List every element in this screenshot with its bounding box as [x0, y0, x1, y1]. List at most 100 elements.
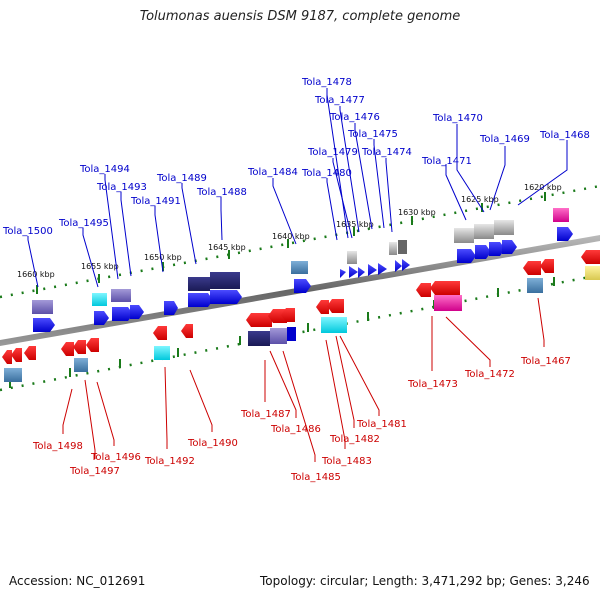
- gene-label-tola-1486: Tola_1486: [270, 424, 321, 435]
- forward-genes: [33, 227, 573, 332]
- gene-arrow: [86, 338, 99, 352]
- cog-box: [474, 224, 494, 239]
- gene-label-tola-1480: Tola_1480: [301, 168, 352, 179]
- gene-arrow: [349, 266, 358, 278]
- gene-arrow: [11, 348, 22, 362]
- gene-arrow: [164, 301, 178, 315]
- gene-arrow: [557, 227, 573, 241]
- gene-arrow: [540, 259, 554, 273]
- gene-label-tola-1467: Tola_1467: [520, 356, 571, 367]
- scale-label-1635: 1635 kbp: [336, 220, 374, 229]
- gene-arrow: [2, 350, 12, 364]
- gene-arrow: [294, 279, 311, 293]
- gene-arrow: [430, 281, 460, 295]
- gene-label-tola-1475: Tola_1475: [347, 129, 398, 140]
- gene-arrow: [130, 305, 144, 319]
- gene-label-tola-1497: Tola_1497: [69, 466, 120, 477]
- scale-label-1655: 1655 kbp: [81, 262, 119, 271]
- scale-label-1645: 1645 kbp: [208, 243, 246, 252]
- scale-label-1640: 1640 kbp: [272, 232, 310, 241]
- gene-arrow: [112, 307, 133, 321]
- reverse-gene-labels: Tola_1467 Tola_1472 Tola_1473 Tola_1481 …: [32, 356, 571, 483]
- cog-box: [454, 228, 474, 243]
- gene-arrow: [340, 269, 346, 278]
- gene-label-tola-1498: Tola_1498: [32, 441, 83, 452]
- gene-arrow: [475, 245, 491, 259]
- gene-label-tola-1469: Tola_1469: [479, 134, 530, 145]
- reverse-cog-boxes: [4, 266, 600, 382]
- gene-label-tola-1470: Tola_1470: [432, 113, 483, 124]
- gene-label-tola-1468: Tola_1468: [539, 130, 590, 141]
- gene-label-tola-1474: Tola_1474: [361, 147, 412, 158]
- gene-arrow: [210, 290, 242, 304]
- forward-leader-lines: [27, 88, 568, 288]
- gene-arrow: [581, 250, 600, 264]
- gene-arrow: [368, 264, 377, 276]
- accession-label: Accession: NC_012691: [9, 574, 146, 588]
- gene-label-tola-1471: Tola_1471: [421, 156, 472, 167]
- cog-box: [347, 251, 357, 264]
- cog-box: [32, 300, 53, 314]
- gene-arrow: [188, 293, 213, 307]
- gene-label-tola-1491: Tola_1491: [130, 196, 181, 207]
- reverse-leader-lines: [62, 297, 545, 462]
- cog-box: [92, 293, 107, 306]
- cog-box: [188, 277, 210, 291]
- forward-cog-boxes: [32, 208, 569, 314]
- cog-box: [287, 327, 296, 341]
- gene-arrow: [502, 240, 517, 254]
- cog-box: [434, 295, 462, 311]
- gene-label-tola-1489: Tola_1489: [156, 173, 207, 184]
- gene-arrow: [395, 260, 402, 272]
- gene-label-tola-1482: Tola_1482: [329, 434, 380, 445]
- cog-box: [494, 220, 514, 235]
- gene-label-tola-1479: Tola_1479: [307, 147, 358, 158]
- cog-box: [210, 272, 240, 289]
- cog-box: [270, 328, 287, 344]
- gene-label-tola-1492: Tola_1492: [144, 456, 195, 467]
- gene-arrow: [94, 311, 109, 325]
- gene-label-tola-1496: Tola_1496: [90, 452, 141, 463]
- gene-arrow: [246, 313, 272, 327]
- gene-label-tola-1472: Tola_1472: [464, 369, 515, 380]
- cog-box: [321, 317, 347, 333]
- gene-arrow: [378, 263, 387, 275]
- gene-label-tola-1481: Tola_1481: [356, 419, 407, 430]
- gene-arrow: [73, 340, 86, 354]
- gene-arrow: [489, 242, 505, 256]
- gene-label-tola-1477: Tola_1477: [314, 95, 365, 106]
- cog-box: [291, 261, 308, 274]
- map-title: Tolumonas auensis DSM 9187, complete gen…: [139, 9, 461, 24]
- gene-arrow: [268, 309, 287, 323]
- cog-box: [154, 346, 170, 360]
- forward-gene-labels: Tola_1468 Tola_1469 Tola_1470 Tola_1471 …: [2, 77, 590, 237]
- scale-label-1625: 1625 kbp: [461, 195, 499, 204]
- scale-label-1650: 1650 kbp: [144, 253, 182, 262]
- gene-label-tola-1500: Tola_1500: [2, 226, 53, 237]
- gene-arrow: [181, 324, 193, 338]
- gene-arrow: [316, 300, 329, 314]
- gene-label-tola-1495: Tola_1495: [58, 218, 109, 229]
- gene-label-tola-1484: Tola_1484: [247, 167, 298, 178]
- cog-box: [398, 240, 407, 254]
- gene-label-tola-1478: Tola_1478: [301, 77, 352, 88]
- cog-box: [4, 368, 22, 382]
- gene-label-tola-1476: Tola_1476: [329, 112, 380, 123]
- gene-label-tola-1494: Tola_1494: [79, 164, 130, 175]
- gene-arrow: [281, 308, 295, 322]
- cog-box: [553, 208, 569, 222]
- gene-label-tola-1490: Tola_1490: [187, 438, 238, 449]
- cog-box: [585, 266, 600, 280]
- gene-arrow: [523, 261, 541, 275]
- gene-arrow: [358, 267, 365, 278]
- gene-label-tola-1493: Tola_1493: [96, 182, 147, 193]
- gene-arrow: [33, 318, 55, 332]
- gene-arrow: [61, 342, 74, 356]
- cog-box: [74, 358, 88, 372]
- scale-label-1630: 1630 kbp: [398, 208, 436, 217]
- topology-label: Topology: circular; Length: 3,471,292 bp…: [260, 574, 590, 588]
- gene-label-tola-1487: Tola_1487: [240, 409, 291, 420]
- gene-label-tola-1473: Tola_1473: [407, 379, 458, 390]
- gene-arrow: [24, 346, 36, 360]
